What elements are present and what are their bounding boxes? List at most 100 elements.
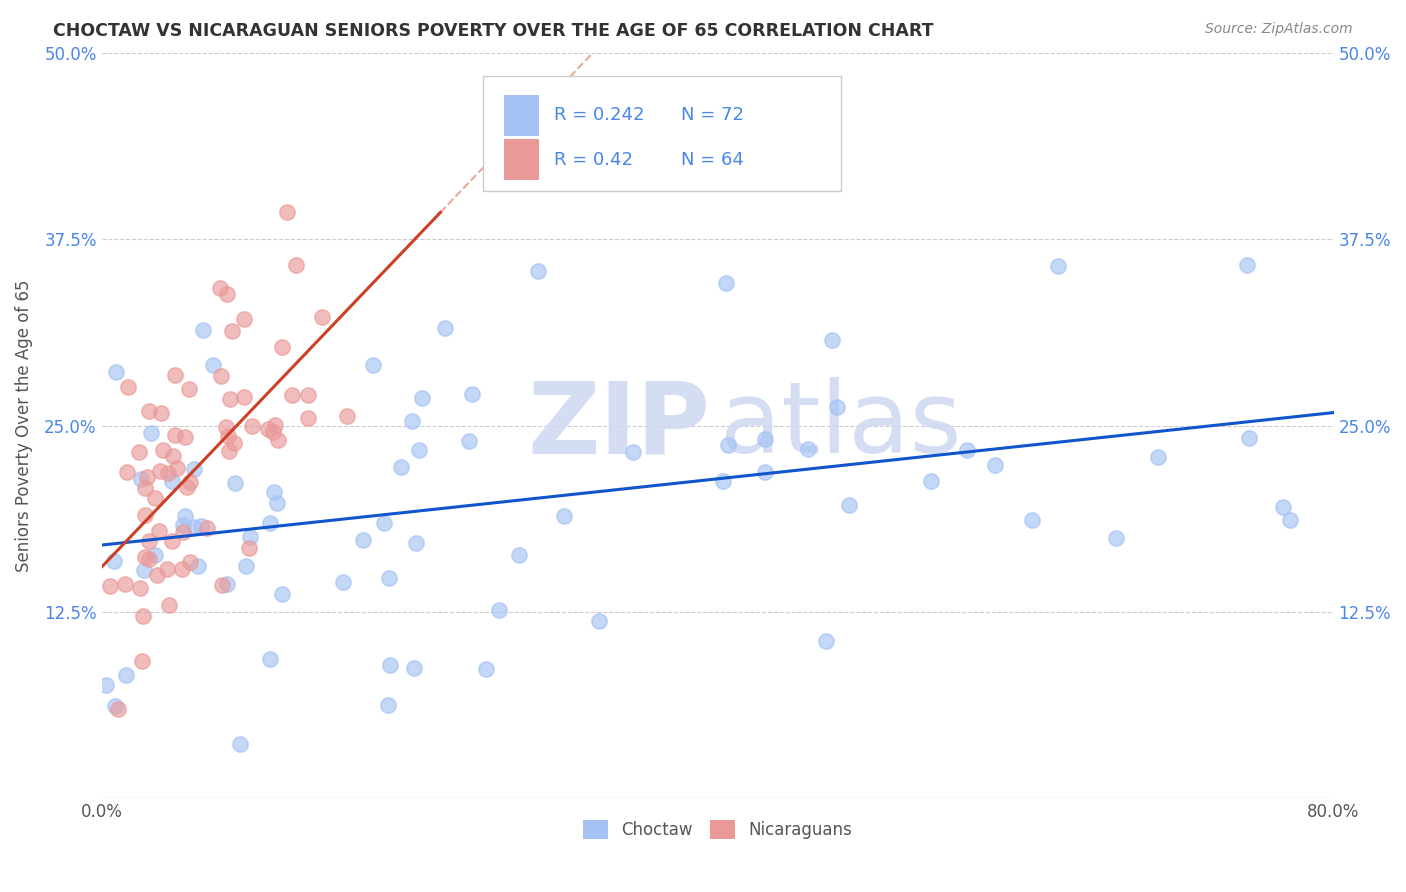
Point (138, 403, 160, 417)
Point (378, 658, 401, 673)
Point (157, 467, 180, 481)
Point (155, 562, 177, 576)
Point (157, 599, 180, 613)
Y-axis label: Seniors Poverty Over the Age of 65: Seniors Poverty Over the Age of 65 (15, 279, 32, 572)
Point (179, 475, 201, 489)
Point (104, 365, 127, 379)
Text: ZIP: ZIP (527, 377, 710, 475)
Point (219, 392, 242, 406)
Point (134, 563, 156, 577)
Point (114, 577, 136, 591)
Point (107, 702, 129, 716)
Point (134, 508, 156, 522)
Point (408, 443, 430, 458)
Point (1021, 513, 1043, 527)
Point (222, 435, 245, 450)
Point (797, 442, 820, 456)
Point (152, 442, 174, 457)
Point (311, 310, 333, 324)
Point (461, 387, 484, 401)
Point (717, 437, 740, 451)
Text: N = 64: N = 64 (681, 151, 744, 169)
Point (621, 445, 644, 459)
Point (183, 462, 205, 476)
Text: R = 0.242: R = 0.242 (554, 106, 644, 124)
Point (103, 554, 125, 568)
Point (240, 419, 263, 434)
Point (815, 634, 838, 648)
Point (411, 391, 433, 405)
Point (138, 534, 160, 549)
Point (754, 432, 776, 446)
Point (165, 368, 187, 382)
Point (134, 481, 156, 495)
Point (297, 411, 319, 425)
Point (217, 287, 239, 301)
Point (1147, 450, 1170, 464)
Point (526, 264, 548, 278)
Point (457, 434, 479, 449)
Legend: Choctaw, Nicaraguans: Choctaw, Nicaraguans (576, 814, 859, 846)
Point (280, 388, 302, 402)
Point (233, 311, 256, 326)
Point (1046, 259, 1069, 273)
Point (117, 379, 139, 393)
Point (190, 519, 212, 533)
Point (141, 426, 163, 441)
Point (332, 575, 354, 590)
Point (162, 533, 184, 548)
Point (363, 359, 385, 373)
Point (129, 581, 152, 595)
FancyBboxPatch shape (484, 76, 841, 191)
Point (201, 358, 224, 372)
Point (434, 321, 457, 335)
Text: Source: ZipAtlas.com: Source: ZipAtlas.com (1205, 22, 1353, 37)
Point (208, 281, 231, 295)
Point (352, 533, 374, 548)
Point (128, 445, 150, 459)
Point (138, 551, 160, 566)
Bar (505, 95, 538, 136)
Point (508, 548, 530, 562)
Point (336, 409, 359, 423)
Point (239, 531, 262, 545)
Point (211, 577, 233, 591)
Point (104, 698, 127, 713)
Point (173, 430, 195, 444)
Point (229, 737, 252, 751)
Point (217, 429, 239, 443)
Point (132, 609, 155, 624)
Point (389, 459, 412, 474)
Point (262, 425, 284, 439)
Point (218, 443, 240, 458)
Point (588, 614, 610, 628)
Point (1237, 431, 1260, 445)
Point (259, 516, 281, 530)
Point (149, 464, 172, 478)
Point (221, 324, 243, 338)
Point (179, 555, 201, 569)
Point (115, 465, 138, 479)
Point (920, 474, 942, 488)
Point (266, 496, 288, 510)
Point (297, 388, 319, 402)
Point (1105, 532, 1128, 546)
Point (183, 520, 205, 534)
Point (1236, 258, 1258, 272)
Point (146, 568, 169, 582)
Point (714, 276, 737, 290)
Text: R = 0.42: R = 0.42 (554, 151, 633, 169)
Point (553, 508, 575, 523)
Point (195, 521, 218, 535)
Point (276, 204, 298, 219)
Point (267, 433, 290, 447)
Point (98, 578, 121, 592)
Point (179, 382, 201, 396)
Point (825, 400, 848, 414)
Point (166, 461, 188, 475)
Point (163, 427, 186, 442)
Point (136, 469, 159, 483)
Point (224, 476, 246, 491)
Point (271, 587, 294, 601)
Point (211, 369, 233, 384)
